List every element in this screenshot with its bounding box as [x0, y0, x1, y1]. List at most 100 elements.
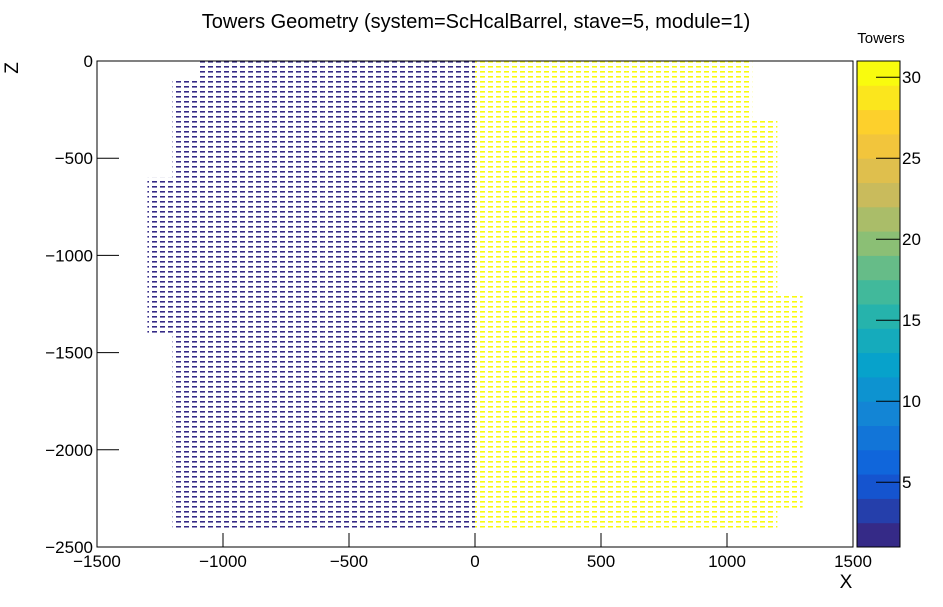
cell — [601, 119, 627, 139]
cell — [676, 313, 702, 334]
cell — [449, 80, 475, 100]
cell — [147, 274, 173, 295]
cell — [399, 197, 425, 217]
colorbar-band — [857, 85, 900, 111]
cell — [248, 80, 274, 100]
y-tick-label: −500 — [55, 149, 93, 168]
cell — [676, 372, 702, 392]
cell — [575, 488, 601, 509]
cell — [651, 294, 677, 314]
cell — [651, 469, 677, 489]
cell — [500, 430, 526, 450]
cell — [525, 508, 551, 528]
cell — [676, 274, 702, 295]
cell — [550, 469, 576, 489]
cell — [349, 119, 375, 139]
cell — [449, 391, 475, 411]
cell — [349, 61, 375, 81]
cell — [273, 410, 299, 431]
cell — [298, 99, 324, 120]
cell — [676, 138, 702, 159]
y-tick-label: 0 — [84, 52, 93, 71]
cell — [727, 61, 753, 81]
cell — [223, 508, 249, 528]
cell — [449, 274, 475, 295]
cell — [323, 119, 349, 139]
y-tick-label: −1000 — [45, 246, 93, 265]
cell — [248, 138, 274, 159]
cell — [223, 449, 249, 470]
cell — [500, 294, 526, 314]
cell — [298, 255, 324, 275]
cell — [752, 177, 778, 198]
cell — [575, 372, 601, 392]
cell — [525, 177, 551, 198]
cell — [701, 372, 727, 392]
cell — [399, 177, 425, 198]
cell — [323, 61, 349, 81]
cell — [374, 216, 400, 236]
cell — [550, 488, 576, 509]
cell — [273, 508, 299, 528]
cell — [349, 410, 375, 431]
colorbar-band — [857, 206, 900, 232]
cell — [172, 313, 198, 334]
cell — [223, 294, 249, 314]
cell — [727, 449, 753, 470]
cell — [676, 197, 702, 217]
cell — [651, 508, 677, 528]
cell — [575, 119, 601, 139]
cell — [399, 352, 425, 373]
cell — [727, 391, 753, 411]
cell — [727, 488, 753, 509]
cell — [273, 235, 299, 256]
colorbar-band — [857, 425, 900, 451]
cell — [727, 352, 753, 373]
cell — [752, 216, 778, 236]
cell — [424, 138, 450, 159]
cell — [752, 138, 778, 159]
cell — [349, 294, 375, 314]
cell — [550, 138, 576, 159]
cell — [248, 430, 274, 450]
cell — [298, 508, 324, 528]
cell — [575, 216, 601, 236]
cell — [323, 313, 349, 334]
cell — [601, 274, 627, 295]
cell — [349, 391, 375, 411]
cell — [374, 313, 400, 334]
cell — [752, 274, 778, 295]
cell — [374, 488, 400, 509]
cell — [172, 197, 198, 217]
cell — [575, 391, 601, 411]
cell — [298, 449, 324, 470]
cell — [651, 177, 677, 198]
cell — [727, 119, 753, 139]
cell — [651, 488, 677, 509]
cell — [399, 255, 425, 275]
cell — [349, 352, 375, 373]
cell — [525, 235, 551, 256]
cell — [651, 119, 677, 139]
cell — [349, 488, 375, 509]
cell — [676, 410, 702, 431]
cell — [626, 410, 652, 431]
cell — [500, 61, 526, 81]
cell — [298, 119, 324, 139]
cell — [601, 372, 627, 392]
cell — [727, 372, 753, 392]
cell — [223, 391, 249, 411]
cell — [626, 430, 652, 450]
cell — [701, 488, 727, 509]
cell — [273, 274, 299, 295]
cell — [575, 430, 601, 450]
colorbar-band — [857, 498, 900, 524]
cell — [298, 372, 324, 392]
cell — [777, 391, 803, 411]
cell — [701, 138, 727, 159]
cell — [626, 235, 652, 256]
cell — [399, 216, 425, 236]
cell — [323, 372, 349, 392]
cell — [525, 372, 551, 392]
